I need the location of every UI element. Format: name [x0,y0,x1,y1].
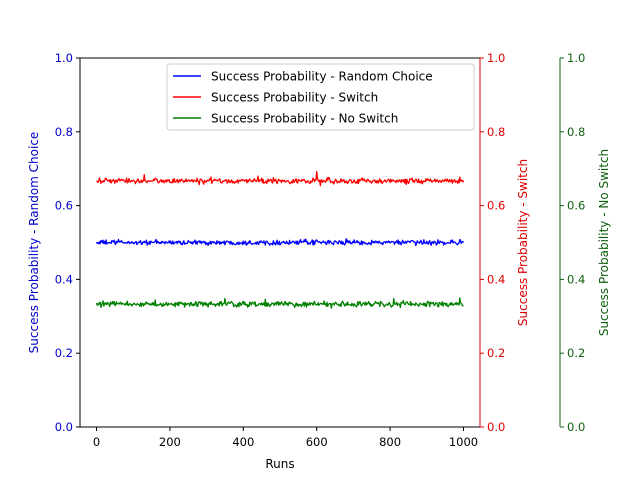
y-tick-label-right: 0.2 [487,346,505,360]
y-tick-label-left: 0.8 [55,125,73,139]
y-tick-label-left: 0.0 [55,420,73,434]
y-tick-label-right: 1.0 [487,51,505,65]
y-tick-label-left: 0.6 [55,199,73,213]
x-tick-label: 0 [93,435,100,449]
legend: Success Probability - Random Choice Succe… [166,63,475,131]
x-tick-label: 600 [306,435,328,449]
y-axis-title-right: Success Probability - Switch [516,159,530,326]
y-tick-label-left: 0.4 [55,272,73,286]
y-axis-title-left: Success Probability - Random Choice [27,132,41,354]
series-line-far-right [95,297,464,309]
axes-layer: 0 200 400 600 800 1000 0.0 0.2 0.4 0.6 0.8 1.0 0.0 0.… [27,51,611,471]
legend-label: Success Probability - Switch [211,91,378,105]
y-tick-label-far-right: 0.2 [567,346,585,360]
x-axis-title: Runs [265,457,294,471]
y-tick-label-left: 1.0 [55,51,73,65]
y-tick-label-right: 0.0 [487,420,505,434]
legend-label: Success Probability - Random Choice [211,70,433,84]
y-tick-label-far-right: 0.4 [567,272,585,286]
x-tick-label: 200 [159,435,181,449]
series-layer [95,171,465,309]
y-tick-label-far-right: 0.8 [567,125,585,139]
legend-box [166,63,475,131]
y-tick-label-right: 0.4 [487,272,505,286]
series-line-left [95,238,465,247]
y-tick-label-far-right: 0.6 [567,199,585,213]
x-tick-label: 800 [379,435,401,449]
y-tick-label-right: 0.6 [487,199,505,213]
y-tick-label-far-right: 1.0 [567,51,585,65]
y-tick-label-left: 0.2 [55,346,73,360]
y-tick-label-right: 0.8 [487,125,505,139]
series-line-right [96,171,465,187]
x-tick-label: 1000 [449,435,478,449]
x-tick-label: 400 [232,435,254,449]
legend-label: Success Probability - No Switch [211,112,398,126]
y-tick-label-far-right: 0.0 [567,420,585,434]
y-axis-title-far-right: Success Probability - No Switch [597,149,611,336]
